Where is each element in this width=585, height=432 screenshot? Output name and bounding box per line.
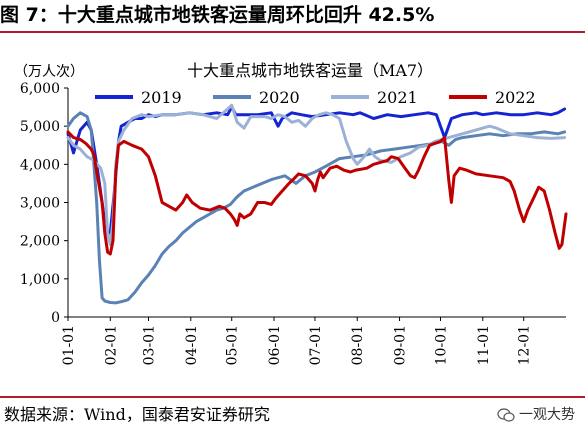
x-tick-label: 01-01 <box>61 325 77 365</box>
x-tick-label: 06-01 <box>267 325 283 365</box>
axes: 0 1,000 2,000 3,000 4,000 5,000 6,000 01-01 02-0… <box>20 81 566 365</box>
y-tick-label: 5,000 <box>20 119 60 135</box>
watermark-text: 一观大势 <box>519 407 575 423</box>
plot-area <box>66 103 568 305</box>
x-tick-label: 05-01 <box>225 325 241 365</box>
x-tick-label: 08-01 <box>350 325 366 365</box>
x-tick-label: 03-01 <box>141 325 157 365</box>
series-line-2020 <box>66 111 567 305</box>
x-tick-label: 12-01 <box>517 325 533 365</box>
legend-label-2021: 2021 <box>377 88 418 107</box>
series-line-2022 <box>66 130 568 256</box>
wechat-icon <box>497 408 515 422</box>
x-tick-label: 04-01 <box>184 325 200 365</box>
y-tick-label: 4,000 <box>20 157 60 173</box>
source-note: 数据来源：Wind，国泰君安证券研究 <box>4 405 270 424</box>
y-tick-label: 6,000 <box>20 81 60 97</box>
y-tick-label: 2,000 <box>20 234 60 250</box>
x-tick-label: 10-01 <box>433 325 449 365</box>
legend: 2019 2020 2021 2022 <box>95 88 536 107</box>
legend-label-2020: 2020 <box>259 88 300 107</box>
line-chart: （万人次） 十大重点城市地铁客运量（MA7） 2019 2020 2021 2022 … <box>14 61 568 365</box>
y-tick-label: 1,000 <box>20 272 60 288</box>
title-rule <box>0 31 585 33</box>
y-tick-label: 3,000 <box>20 196 60 212</box>
figure-title: 图 7：十大重点城市地铁客运量周环比回升 42.5% <box>0 4 435 26</box>
x-tick-label: 09-01 <box>393 325 409 365</box>
watermark: 一观大势 <box>497 403 575 427</box>
legend-label-2022: 2022 <box>495 88 536 107</box>
x-tick-label: 02-01 <box>103 325 119 365</box>
footer-rule <box>0 396 585 398</box>
y-tick-label: 0 <box>51 310 60 326</box>
chart-title: 十大重点城市地铁客运量（MA7） <box>187 61 433 80</box>
x-tick-label: 07-01 <box>308 325 324 365</box>
y-unit-label: （万人次） <box>14 64 84 80</box>
legend-label-2019: 2019 <box>141 88 182 107</box>
x-tick-label: 11-01 <box>476 325 492 365</box>
